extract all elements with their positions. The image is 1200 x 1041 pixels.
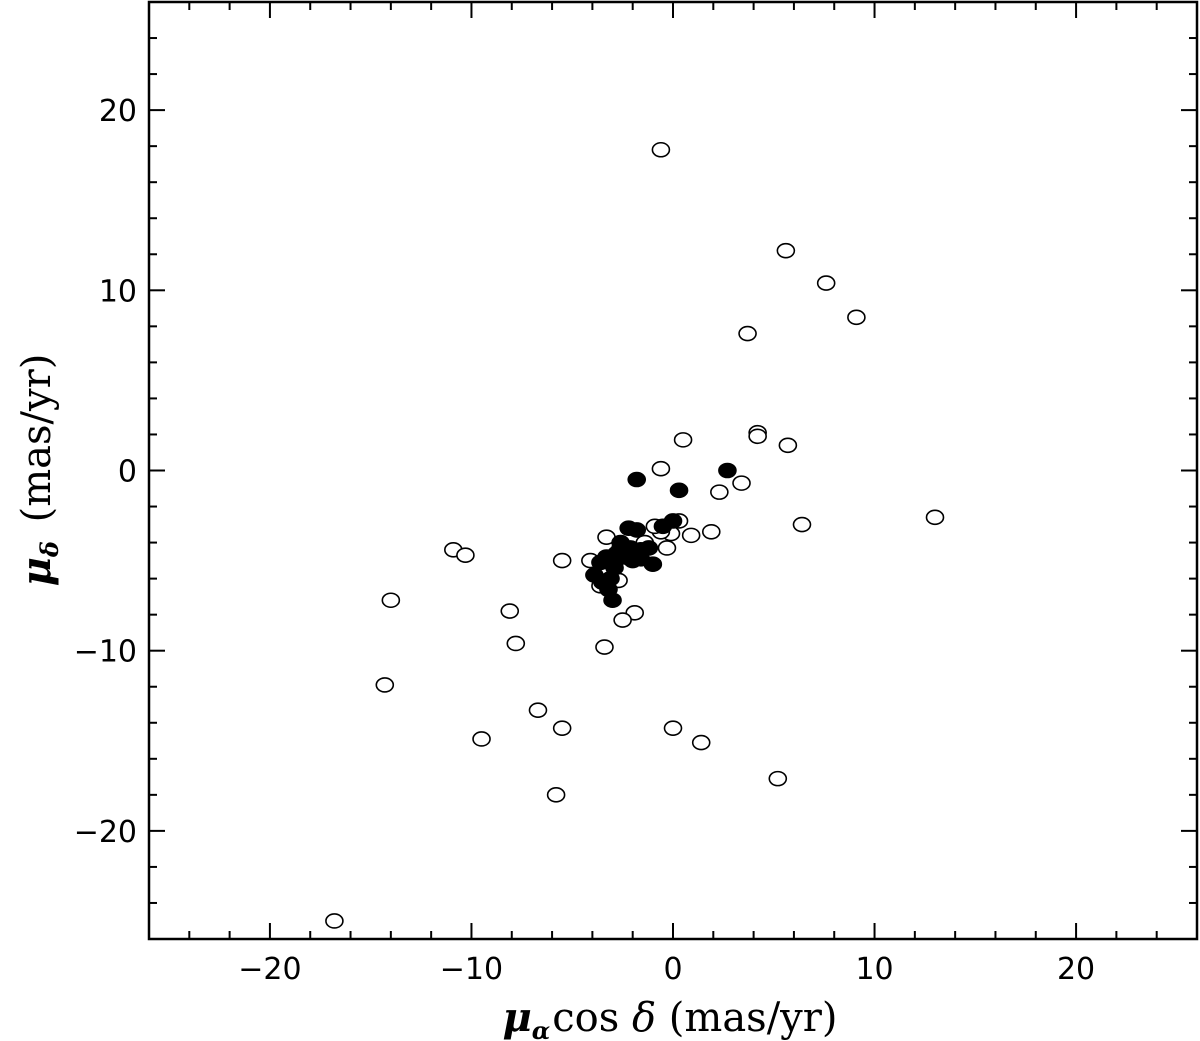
x-tick-label: 20: [1057, 952, 1095, 987]
open-point: [701, 523, 721, 540]
filled-point: [603, 592, 622, 609]
x-axis-title-subscript: α: [532, 1016, 550, 1041]
x-tick-label: −10: [440, 952, 503, 987]
open-point: [651, 141, 671, 158]
filled-point: [669, 482, 689, 499]
open-point: [738, 325, 757, 342]
y-axis-title-subscript: δ: [35, 541, 64, 558]
open-point: [710, 484, 729, 500]
open-point: [776, 242, 796, 259]
open-point: [472, 731, 491, 747]
open-point: [552, 552, 572, 569]
x-tick-label: 10: [855, 952, 893, 987]
x-axis-title-delta: δ: [632, 995, 656, 1041]
open-point: [375, 677, 395, 693]
data-points: [325, 141, 945, 929]
open-point: [792, 516, 812, 533]
open-point: [681, 527, 701, 544]
open-point: [595, 639, 614, 655]
open-point: [691, 734, 711, 751]
open-point: [325, 913, 344, 929]
x-axis-title-unit: (mas/yr): [656, 995, 837, 1041]
filled-point: [627, 471, 647, 488]
filled-point: [627, 522, 647, 538]
open-point: [816, 275, 836, 291]
open-point: [506, 635, 526, 652]
filled-point: [615, 549, 634, 565]
open-point: [456, 547, 475, 563]
open-point: [663, 720, 683, 736]
y-tick-label: 20: [99, 94, 137, 129]
x-axis-title-mu: μ: [502, 994, 531, 1041]
filled-point: [631, 550, 651, 567]
open-point: [613, 612, 632, 628]
x-tick-label: 0: [663, 952, 682, 987]
open-point: [673, 432, 693, 448]
x-tick-label: −20: [238, 952, 301, 987]
axis-ticks: [148, 1, 1198, 940]
open-point: [768, 770, 788, 787]
y-tick-label: 0: [118, 455, 137, 490]
y-tick-label: −10: [74, 635, 137, 670]
x-axis-title: μαcos δ (mas/yr): [502, 994, 837, 1041]
filled-point: [653, 518, 673, 535]
filled-point: [718, 462, 737, 479]
x-axis-title-cos: cos: [552, 995, 632, 1041]
open-point: [847, 309, 866, 326]
open-point: [748, 428, 767, 445]
tick-labels: −20 −20 −10 −10 0 0 10 10 20 20: [74, 94, 1095, 987]
y-axis-title: μδ (mas/yr): [13, 354, 64, 587]
y-axis-title-unit: (mas/yr): [14, 354, 60, 535]
open-point: [546, 787, 566, 803]
y-tick-label: −20: [74, 815, 137, 850]
open-point: [732, 475, 751, 491]
open-point: [925, 509, 945, 526]
open-point: [778, 437, 798, 454]
plot-frame: [147, 0, 1199, 941]
open-point: [528, 702, 548, 718]
open-point: [651, 460, 671, 477]
open-point: [552, 720, 572, 736]
y-tick-label: 10: [99, 274, 137, 309]
y-axis-title-mu: μ: [13, 557, 60, 586]
open-point: [381, 592, 401, 609]
open-point: [657, 540, 677, 556]
open-point: [500, 603, 520, 619]
